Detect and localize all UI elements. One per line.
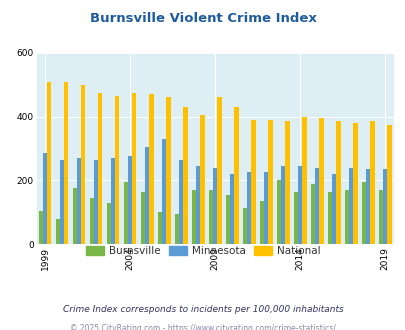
Bar — [230, 174, 234, 244]
Bar — [302, 116, 306, 244]
Bar — [280, 166, 285, 244]
Bar — [251, 120, 255, 244]
Bar — [132, 93, 136, 244]
Text: Crime Index corresponds to incidents per 100,000 inhabitants: Crime Index corresponds to incidents per… — [62, 305, 343, 314]
Bar — [344, 190, 348, 244]
Bar — [196, 166, 200, 244]
Bar — [38, 211, 43, 244]
Bar — [208, 190, 213, 244]
Bar — [213, 168, 217, 244]
Legend: Burnsville, Minnesota, National: Burnsville, Minnesota, National — [81, 242, 324, 260]
Bar — [217, 97, 221, 244]
Bar — [234, 107, 238, 244]
Bar — [378, 190, 382, 244]
Bar — [124, 182, 128, 244]
Bar — [225, 195, 230, 244]
Bar — [111, 158, 115, 244]
Bar — [128, 156, 132, 244]
Bar — [263, 172, 268, 244]
Bar — [293, 191, 297, 244]
Text: Burnsville Violent Crime Index: Burnsville Violent Crime Index — [90, 12, 315, 24]
Bar — [285, 121, 289, 244]
Bar — [174, 214, 179, 244]
Bar — [369, 121, 374, 244]
Bar — [310, 183, 314, 244]
Bar — [276, 181, 280, 244]
Bar — [268, 120, 272, 244]
Bar — [314, 168, 319, 244]
Bar — [72, 188, 77, 244]
Bar — [191, 190, 196, 244]
Bar — [200, 115, 204, 244]
Bar — [382, 169, 386, 244]
Bar — [166, 97, 170, 244]
Bar — [77, 158, 81, 244]
Text: © 2025 CityRating.com - https://www.cityrating.com/crime-statistics/: © 2025 CityRating.com - https://www.city… — [70, 324, 335, 330]
Bar — [55, 219, 60, 244]
Bar — [145, 147, 149, 244]
Bar — [115, 96, 119, 244]
Bar — [107, 203, 111, 244]
Bar — [348, 168, 352, 244]
Bar — [179, 160, 183, 244]
Bar — [242, 208, 247, 244]
Bar — [141, 191, 145, 244]
Bar — [43, 153, 47, 244]
Bar — [94, 160, 98, 244]
Bar — [81, 85, 85, 244]
Bar — [297, 166, 302, 244]
Bar — [158, 212, 162, 244]
Bar — [247, 172, 251, 244]
Bar — [352, 123, 357, 244]
Bar — [336, 121, 340, 244]
Bar — [60, 160, 64, 244]
Bar — [98, 93, 102, 244]
Bar — [331, 174, 336, 244]
Bar — [319, 118, 323, 244]
Bar — [327, 191, 331, 244]
Bar — [47, 82, 51, 244]
Bar — [149, 94, 153, 244]
Bar — [90, 198, 94, 244]
Bar — [183, 107, 187, 244]
Bar — [365, 169, 369, 244]
Bar — [64, 82, 68, 244]
Bar — [259, 201, 263, 244]
Bar — [361, 182, 365, 244]
Bar — [162, 139, 166, 244]
Bar — [386, 124, 391, 244]
